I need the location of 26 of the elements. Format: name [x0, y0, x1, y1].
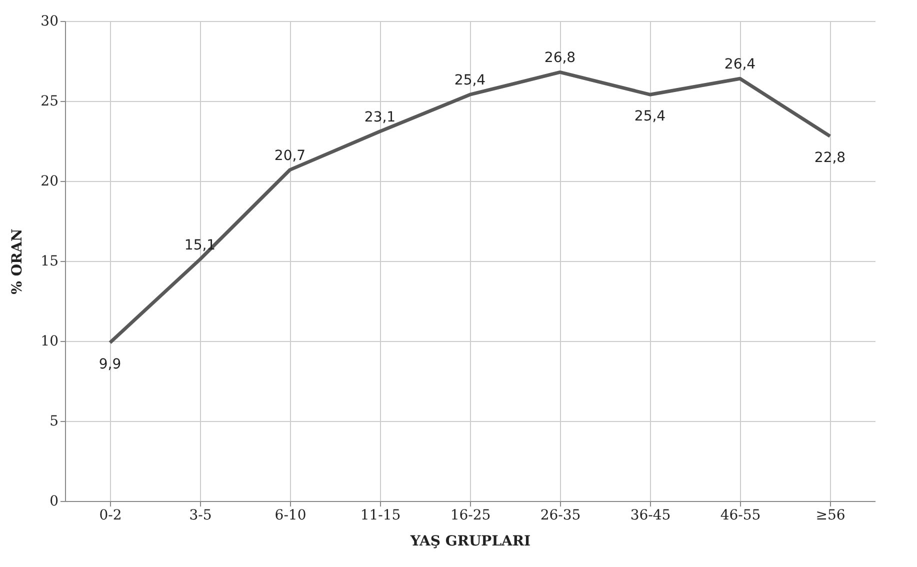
data-label: 26,8 — [544, 50, 576, 66]
data-label: 9,9 — [98, 356, 122, 373]
data-label: 25,4 — [634, 108, 666, 125]
x-tick-label: 0-2 — [99, 508, 122, 524]
x-tick-label: 6-10 — [274, 508, 306, 524]
y-axis-title: % ORAN — [10, 228, 26, 294]
data-label: 26,4 — [724, 56, 756, 73]
x-tick-label: 26-35 — [540, 508, 581, 524]
x-tick-label: 16-25 — [450, 508, 491, 524]
data-label: 22,8 — [814, 150, 846, 166]
y-tick-label: 30 — [40, 14, 58, 30]
data-label: 23,1 — [364, 109, 396, 126]
x-tick-label: 46-55 — [720, 508, 761, 524]
x-tick-label: ≥56 — [816, 508, 846, 524]
data-label: 20,7 — [274, 148, 306, 164]
y-tick-label: 20 — [40, 174, 58, 190]
data-label: 25,4 — [454, 72, 486, 89]
x-tick-label: 3-5 — [189, 508, 212, 524]
x-tick-label: 36-45 — [630, 508, 671, 524]
y-tick-label: 10 — [40, 334, 58, 350]
x-axis-title: YAŞ GRUPLARI — [409, 534, 531, 550]
y-tick-label: 5 — [50, 414, 58, 430]
y-tick-label: 15 — [40, 254, 58, 270]
x-tick-label: 11-15 — [360, 508, 401, 524]
y-tick-label: 0 — [50, 494, 58, 510]
y-tick-label: 25 — [40, 94, 58, 110]
